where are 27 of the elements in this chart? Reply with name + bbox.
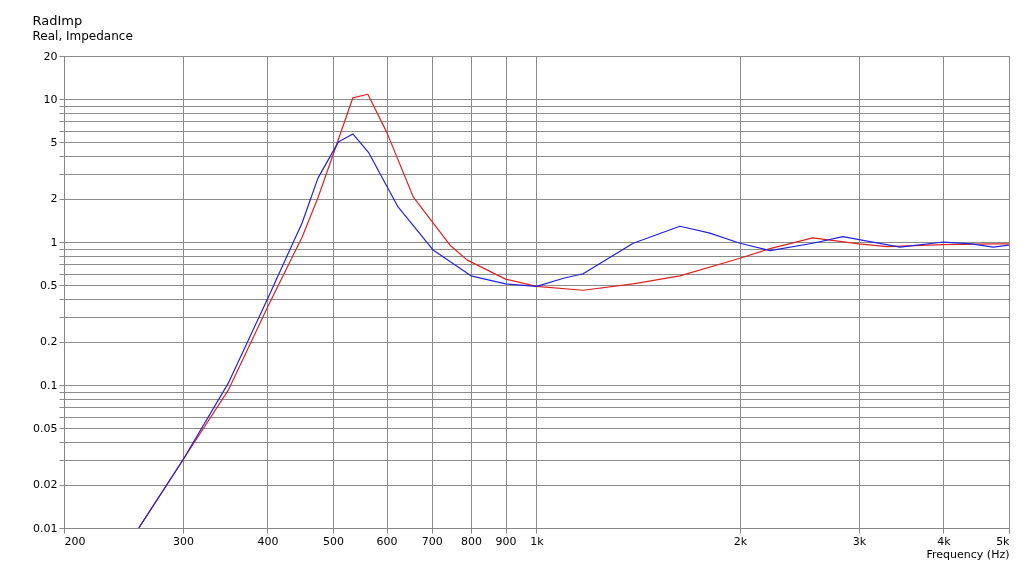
x-tick-label: 200 [64,534,86,548]
x-tick-label: 900 [495,534,517,548]
y-tick-label: 0.01 [33,521,58,535]
y-tick-label: 2 [50,192,58,206]
x-tick-label: 500 [323,534,345,548]
x-tick-label: 5k [996,534,1011,548]
y-tick-label: 10 [43,92,58,106]
x-tick-label: 1k [530,534,545,548]
y-tick-label: 0.1 [40,378,58,392]
x-tick-label: 400 [257,534,279,548]
x-axis-title: Frequency (Hz) [926,547,1010,561]
x-tick-label: 2k [733,534,748,548]
x-tick-label: 300 [173,534,195,548]
x-tick-label: 4k [937,534,952,548]
chart-title: RadImp [32,13,83,28]
x-tick-label: 800 [460,534,482,548]
y-tick-label: 1 [50,235,58,249]
y-tick-label: 0.5 [40,278,58,292]
y-tick-label: 0.2 [40,335,58,349]
x-tick-label: 600 [376,534,398,548]
y-tick-label: 0.05 [33,421,58,435]
y-tick-label: 5 [50,135,58,149]
y-tick-label: 0.02 [33,478,58,492]
chart-subtitle: Real, Impedance [32,29,133,43]
x-tick-label: 3k [852,534,867,548]
y-tick-label: 20 [43,49,58,63]
x-tick-label: 700 [421,534,443,548]
